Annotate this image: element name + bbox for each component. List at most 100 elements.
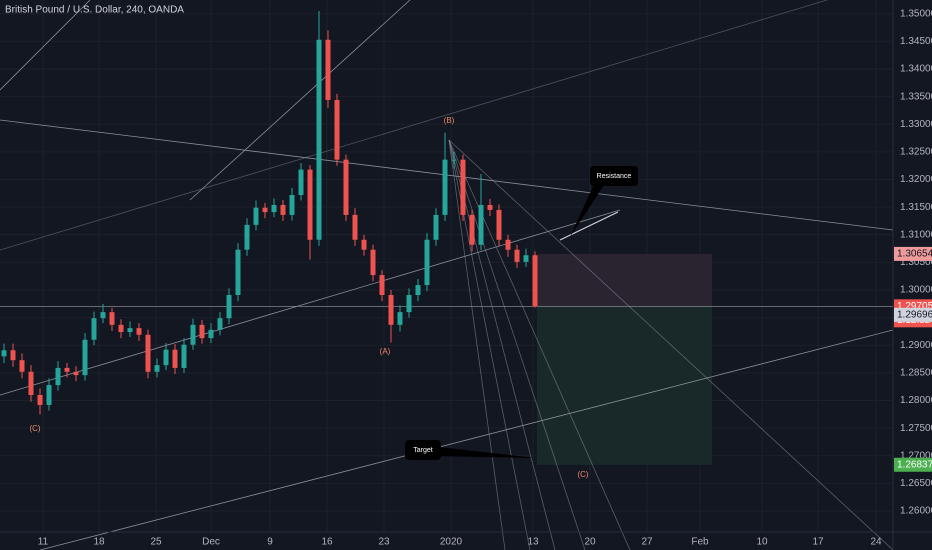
- price-tag-label: 1.29696: [897, 309, 932, 320]
- x-tick-label: 2020: [440, 537, 463, 548]
- y-tick-label: 1.29000: [900, 340, 932, 351]
- candle-body: [451, 159, 457, 161]
- labels: 1.35000 1.34500 1.34000 1.33500 1.33000 1.325…: [29, 8, 932, 548]
- candle-body: [163, 349, 169, 366]
- x-tick-label: 16: [321, 537, 333, 548]
- candle-body: [370, 249, 376, 276]
- y-tick-label: 1.26000: [900, 506, 932, 517]
- candle-body: [73, 371, 79, 376]
- candle-body: [424, 239, 430, 286]
- candle-body: [91, 318, 97, 340]
- trend-lines: [0, 0, 894, 550]
- candle-body: [127, 328, 133, 333]
- price-tag-label: 1.30654: [897, 249, 932, 260]
- candle-body: [253, 207, 259, 225]
- candle-body: [37, 394, 43, 405]
- candle-body: [64, 367, 70, 372]
- x-tick-label: 9: [267, 537, 273, 548]
- callout: [590, 166, 638, 186]
- y-tick-label: 1.30000: [900, 285, 932, 296]
- price-tag-label: 1.29705: [897, 301, 932, 312]
- candle-body: [505, 239, 511, 250]
- x-tick-label: 13: [527, 537, 539, 548]
- candle-body: [226, 295, 232, 319]
- candle-body: [55, 367, 61, 386]
- candle-body: [217, 318, 223, 330]
- fan-line: [448, 139, 894, 550]
- annotation: (C): [577, 470, 588, 479]
- candle-body: [145, 334, 151, 372]
- candle-body: [28, 371, 34, 395]
- position-tool: [0, 253, 893, 465]
- candle-body: [154, 365, 160, 372]
- y-tick-label: 1.33500: [900, 91, 932, 102]
- annotation: (C): [29, 424, 40, 433]
- candle-body: [235, 249, 241, 296]
- candle-body: [136, 328, 142, 335]
- candle-body: [406, 295, 412, 313]
- annotation: Target: [413, 447, 433, 454]
- y-tick-label: 1.31000: [900, 229, 932, 240]
- price-tag-label: 1.26837: [897, 459, 932, 470]
- x-tick-label: 10: [756, 537, 768, 548]
- stop-zone: [537, 253, 712, 307]
- candle-body: [379, 275, 385, 296]
- fan-line: [448, 139, 586, 550]
- candle-body: [280, 204, 286, 215]
- y-tick-label: 1.32500: [900, 147, 932, 158]
- candle-body: [10, 350, 16, 361]
- x-tick-label: Dec: [202, 537, 220, 548]
- annotation: (A): [380, 347, 391, 356]
- candle-body: [442, 159, 448, 215]
- x-tick-label: Feb: [691, 537, 709, 548]
- trend-line: [189, 0, 411, 201]
- candles: [1, 11, 538, 415]
- candle-body: [334, 99, 340, 160]
- y-tick-label: 1.34500: [900, 36, 932, 47]
- candle-body: [289, 195, 295, 215]
- x-tick-label: 20: [584, 537, 596, 548]
- candle-body: [118, 324, 124, 333]
- candle-body: [514, 249, 520, 262]
- candle-body: [397, 312, 403, 325]
- candle-body: [199, 324, 205, 339]
- y-tick-label: 1.26500: [900, 478, 932, 489]
- y-tick-label: 1.28000: [900, 395, 932, 406]
- candle-body: [415, 285, 421, 296]
- y-tick-label: 1.30500: [900, 257, 932, 268]
- chart-title: British Pound / U.S. Dollar, 240, OANDA: [5, 5, 184, 16]
- candle-body: [478, 204, 484, 245]
- candle-body: [361, 239, 367, 250]
- candle-body: [262, 207, 268, 213]
- price-tag: [894, 246, 932, 261]
- y-tick-label: 1.27500: [900, 423, 932, 434]
- y-tick-label: 1.28500: [900, 368, 932, 379]
- candle-body: [532, 255, 538, 307]
- candle-body: [523, 255, 529, 262]
- callout-pointer: [570, 182, 606, 237]
- price-tag: [894, 307, 932, 322]
- candle-body: [1, 350, 7, 357]
- candle-body: [181, 344, 187, 368]
- candle-body: [307, 169, 313, 240]
- y-tick-label: 1.33000: [900, 119, 932, 130]
- x-tick-label: 17: [812, 537, 824, 548]
- fan-line: [448, 139, 556, 550]
- y-tick-label: 1.27000: [900, 450, 932, 461]
- candle-body: [487, 204, 493, 210]
- annotation: Resistance: [597, 173, 632, 180]
- price-tag: [894, 457, 932, 472]
- resistance-line: [559, 211, 619, 241]
- trend-line: [0, 0, 91, 91]
- fan-line: [448, 139, 506, 550]
- x-tick-label: 18: [93, 537, 105, 548]
- grid: [0, 0, 893, 532]
- y-tick-label: 1.31500: [900, 202, 932, 213]
- candle-body: [316, 39, 322, 240]
- candle-body: [208, 329, 214, 339]
- candle-body: [298, 169, 304, 196]
- callout-pointer: [430, 446, 535, 458]
- y-tick-label: 1.32000: [900, 174, 932, 185]
- candle-body: [82, 339, 88, 376]
